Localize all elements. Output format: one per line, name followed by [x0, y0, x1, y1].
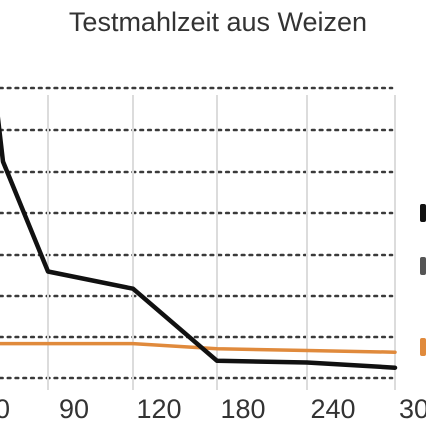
- x-tick-label: 90: [59, 394, 89, 424]
- series-line-1: [0, 116, 398, 370]
- legend: [420, 204, 426, 356]
- x-tick-label: 240: [310, 394, 355, 424]
- legend-marker: [420, 204, 426, 222]
- x-tick-label: 30: [399, 394, 426, 424]
- grid: [0, 86, 396, 390]
- x-tick-label: 0: [0, 394, 10, 424]
- legend-marker: [420, 257, 426, 275]
- x-tick-label: 180: [220, 394, 265, 424]
- series-lines: [0, 116, 398, 370]
- chart-title: Testmahlzeit aus Weizen: [69, 7, 367, 37]
- series-line-2: [0, 341, 397, 354]
- legend-marker: [420, 338, 426, 356]
- x-axis-ticks: 0 90 120 180 240 30: [0, 394, 426, 424]
- x-tick-label: 120: [136, 394, 181, 424]
